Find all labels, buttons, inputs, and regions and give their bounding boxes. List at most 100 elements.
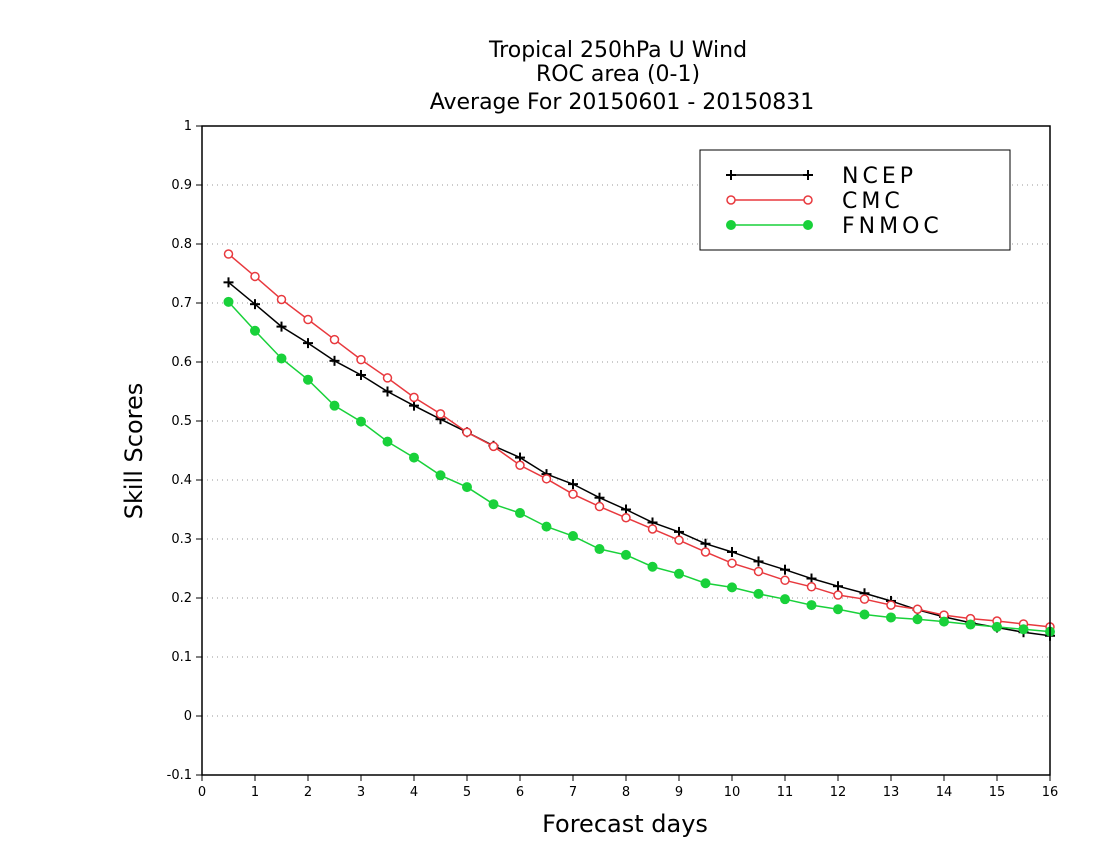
- data-point-cmc: [780, 575, 790, 586]
- plot-frame: [201, 125, 1051, 776]
- x-tick-label: 13: [883, 785, 900, 800]
- data-point-ncep: [727, 546, 737, 557]
- y-tick-label: 0.4: [171, 473, 192, 488]
- data-point-cmc: [886, 600, 896, 610]
- data-point-fnmoc: [382, 436, 393, 447]
- data-point-cmc: [621, 513, 631, 523]
- legend-entry-ncep: NCEP: [726, 164, 913, 189]
- chart-title-line-2: ROC area (0-1): [536, 62, 700, 87]
- data-point-fnmoc: [435, 470, 446, 481]
- legend-marker-left: [726, 195, 736, 205]
- data-point-ncep: [276, 321, 287, 332]
- data-point-cmc: [674, 535, 684, 545]
- data-point-cmc: [409, 392, 419, 403]
- y-tick-label: 1: [184, 119, 192, 134]
- data-point-ncep: [568, 479, 578, 490]
- data-point-fnmoc: [568, 531, 578, 542]
- series-ncep: [223, 277, 1055, 641]
- legend-entry-cmc: CMC: [726, 189, 900, 214]
- data-point-fnmoc: [409, 452, 419, 463]
- x-tick-label: 0: [198, 785, 206, 800]
- y-tick-label: 0.6: [171, 355, 192, 370]
- data-point-cmc: [594, 501, 605, 512]
- data-point-ncep: [621, 504, 631, 515]
- data-point-fnmoc: [992, 621, 1002, 632]
- y-tick-label: 0.3: [171, 532, 192, 547]
- x-tick-label: 12: [830, 785, 847, 800]
- y-tick-label: 0.1: [171, 650, 192, 665]
- data-point-fnmoc: [833, 604, 843, 615]
- data-point-fnmoc: [674, 568, 684, 579]
- data-point-cmc: [250, 271, 260, 282]
- data-point-fnmoc: [647, 561, 658, 572]
- data-point-ncep: [753, 556, 764, 567]
- y-tick-label: 0.9: [171, 178, 192, 193]
- series-line-ncep: [228, 281, 1051, 637]
- x-tick-label: 6: [516, 785, 524, 800]
- data-point-ncep: [594, 492, 605, 503]
- data-point-fnmoc: [965, 619, 976, 630]
- data-point-cmc: [462, 427, 472, 437]
- x-tick-label: 14: [936, 785, 953, 800]
- data-point-cmc: [833, 590, 843, 600]
- series-fnmoc: [223, 296, 1055, 637]
- data-point-fnmoc: [276, 353, 287, 364]
- chart-title-line-1: Tropical 250hPa U Wind: [488, 38, 747, 63]
- data-point-cmc: [647, 524, 658, 534]
- data-point-ncep: [223, 277, 234, 288]
- legend-label: FNMOC: [842, 214, 943, 239]
- data-point-cmc: [515, 460, 525, 470]
- data-point-fnmoc: [780, 594, 790, 605]
- data-point-fnmoc: [223, 296, 234, 307]
- x-tick-label: 9: [675, 785, 683, 800]
- y-axis-label: Skill Scores: [120, 383, 148, 520]
- data-point-cmc: [329, 334, 340, 345]
- x-tick-label: 5: [463, 785, 471, 800]
- data-point-fnmoc: [886, 612, 896, 623]
- y-tick-label: 0.8: [171, 237, 192, 252]
- data-point-cmc: [806, 582, 817, 592]
- x-tick-label: 1: [251, 785, 259, 800]
- data-point-ncep: [303, 338, 313, 349]
- data-point-ncep: [833, 581, 843, 592]
- y-tick-label: 0: [184, 709, 192, 724]
- x-tick-label: 3: [357, 785, 365, 800]
- x-tick-label: 16: [1042, 785, 1059, 800]
- y-tick-label: 0.7: [171, 296, 192, 311]
- data-point-cmc: [356, 354, 366, 365]
- data-point-cmc: [303, 314, 313, 325]
- data-point-fnmoc: [859, 609, 870, 620]
- data-point-ncep: [356, 369, 366, 380]
- y-tick-label: 0.5: [171, 414, 192, 429]
- y-tick-label: -0.1: [167, 768, 192, 783]
- data-point-cmc: [276, 294, 287, 305]
- data-point-cmc: [488, 441, 499, 452]
- data-point-ncep: [674, 526, 684, 537]
- x-tick-label: 2: [304, 785, 312, 800]
- series-cmc: [223, 249, 1055, 632]
- data-point-ncep: [382, 386, 393, 397]
- series-line-cmc: [228, 253, 1051, 628]
- data-point-fnmoc: [356, 416, 366, 427]
- y-axis-ticks: -0.1 0 0.1 0.2 0.3 0.4 0.5 0.6 0.7 0.8 0.9 1: [167, 119, 202, 783]
- data-point-cmc: [382, 373, 393, 383]
- data-point-fnmoc: [939, 616, 949, 627]
- data-point-ncep: [780, 564, 790, 575]
- data-point-fnmoc: [541, 521, 552, 532]
- data-point-cmc: [223, 249, 234, 259]
- y-tick-label: 0.2: [171, 591, 192, 606]
- chart-title: Tropical 250hPa U Wind ROC area (0-1) Av…: [430, 38, 815, 115]
- legend-marker-left: [726, 220, 736, 230]
- x-tick-label: 10: [724, 785, 741, 800]
- data-point-fnmoc: [806, 600, 817, 611]
- data-point-fnmoc: [912, 614, 923, 625]
- data-point-ncep: [700, 538, 711, 549]
- data-point-fnmoc: [621, 549, 631, 560]
- data-point-cmc: [753, 566, 764, 577]
- data-point-cmc: [435, 409, 446, 419]
- x-tick-label: 8: [622, 785, 630, 800]
- legend-marker-right: [803, 220, 813, 230]
- data-point-cmc: [700, 547, 711, 557]
